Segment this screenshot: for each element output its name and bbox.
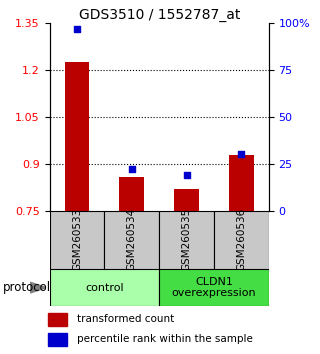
Bar	[50, 269, 159, 306]
Point	[75, 26, 80, 32]
Bar	[104, 211, 159, 269]
Text: protocol: protocol	[3, 281, 51, 294]
Point	[184, 172, 189, 178]
Text: GSM260534: GSM260534	[127, 208, 137, 272]
Bar	[50, 211, 104, 269]
Text: GSM260536: GSM260536	[236, 208, 246, 272]
Text: transformed count: transformed count	[77, 314, 174, 325]
Bar	[159, 211, 214, 269]
Text: percentile rank within the sample: percentile rank within the sample	[77, 335, 253, 344]
Bar	[159, 269, 269, 306]
Bar	[48, 333, 67, 346]
Bar	[65, 62, 89, 211]
Bar	[48, 313, 67, 326]
Text: GSM260533: GSM260533	[72, 208, 82, 272]
Bar	[214, 211, 269, 269]
Point	[239, 152, 244, 157]
Title: GDS3510 / 1552787_at: GDS3510 / 1552787_at	[78, 8, 240, 22]
Text: CLDN1
overexpression: CLDN1 overexpression	[172, 277, 256, 298]
Text: control: control	[85, 282, 124, 293]
Bar	[119, 177, 144, 211]
Polygon shape	[30, 282, 46, 293]
Text: GSM260535: GSM260535	[182, 208, 192, 272]
Bar	[229, 155, 254, 211]
Bar	[174, 189, 199, 211]
Point	[129, 166, 134, 172]
